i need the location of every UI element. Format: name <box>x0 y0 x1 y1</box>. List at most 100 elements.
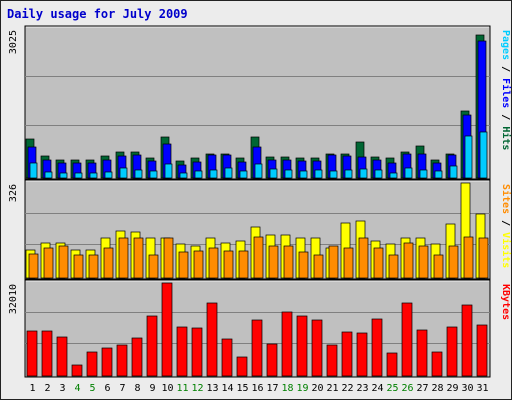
bar-sites-day-17 <box>268 245 279 279</box>
x-tick-label-day-9: 9 <box>149 383 155 394</box>
bar-kbytes-day-17 <box>266 343 278 377</box>
bar-sites-day-25 <box>388 254 399 279</box>
bar-kbytes-day-13 <box>206 302 218 377</box>
bar-pages-day-15 <box>239 170 248 179</box>
x-tick-label-day-30: 30 <box>461 383 473 394</box>
bar-pages-day-23 <box>359 168 368 179</box>
bar-kbytes-day-31 <box>476 324 488 377</box>
legend-segment: Hits <box>500 126 512 150</box>
bar-kbytes-day-4 <box>71 364 83 377</box>
bar-kbytes-day-19 <box>296 315 308 377</box>
bar-sites-day-31 <box>478 237 489 279</box>
bar-pages-day-3 <box>59 172 68 179</box>
x-tick-label-day-2: 2 <box>44 383 50 394</box>
legend-segment: Sites <box>500 184 512 214</box>
x-tick-label-day-8: 8 <box>134 383 140 394</box>
bar-pages-day-30 <box>464 135 473 179</box>
bar-kbytes-day-30 <box>461 304 473 377</box>
bar-pages-day-21 <box>329 170 338 179</box>
bar-pages-day-18 <box>284 169 293 179</box>
bar-kbytes-day-22 <box>341 331 353 377</box>
x-tick-label-day-16: 16 <box>251 383 263 394</box>
bar-sites-day-29 <box>448 245 459 279</box>
bar-sites-day-27 <box>418 245 429 279</box>
legend-label-visits: Sites / Visits <box>500 184 512 268</box>
bar-pages-day-17 <box>269 168 278 179</box>
x-tick-label-day-1: 1 <box>29 383 35 394</box>
bar-pages-day-24 <box>374 169 383 179</box>
bar-kbytes-day-5 <box>86 351 98 377</box>
bar-pages-day-6 <box>104 171 113 179</box>
bar-pages-day-10 <box>164 163 173 179</box>
x-tick-label-day-15: 15 <box>236 383 248 394</box>
x-tick-label-day-18: 18 <box>281 383 293 394</box>
bar-kbytes-day-9 <box>146 315 158 377</box>
x-tick-label-day-22: 22 <box>341 383 353 394</box>
bar-sites-day-28 <box>433 254 444 279</box>
x-tick-label-day-20: 20 <box>311 383 323 394</box>
bar-kbytes-day-14 <box>221 338 233 377</box>
bar-kbytes-day-26 <box>401 302 413 377</box>
x-tick-label-day-19: 19 <box>296 383 308 394</box>
bar-pages-day-12 <box>194 170 203 179</box>
bar-pages-day-22 <box>344 169 353 179</box>
chart-title: Daily usage for July 2009 <box>7 7 188 21</box>
bar-sites-day-9 <box>148 254 159 279</box>
bar-kbytes-day-16 <box>251 319 263 377</box>
bar-kbytes-day-21 <box>326 344 338 377</box>
x-tick-label-day-31: 31 <box>476 383 488 394</box>
legend-segment: Pages <box>500 30 511 60</box>
legend-segment: / <box>500 214 511 232</box>
bar-sites-day-18 <box>283 245 294 279</box>
bar-sites-day-20 <box>313 254 324 279</box>
bar-sites-day-4 <box>73 254 84 279</box>
bar-kbytes-day-18 <box>281 311 293 377</box>
x-tick-label-day-10: 10 <box>161 383 173 394</box>
bar-sites-day-16 <box>253 236 264 279</box>
bar-pages-day-11 <box>179 172 188 179</box>
x-tick-label-day-5: 5 <box>89 383 95 394</box>
bar-sites-day-5 <box>88 254 99 279</box>
bar-sites-day-8 <box>133 237 144 279</box>
bar-pages-day-20 <box>314 169 323 179</box>
bar-kbytes-day-10 <box>161 282 173 377</box>
bar-sites-day-24 <box>373 247 384 279</box>
x-tick-label-day-14: 14 <box>221 383 233 394</box>
x-tick-label-day-6: 6 <box>104 383 110 394</box>
x-tick-label-day-26: 26 <box>401 383 413 394</box>
legend-segment: Visits <box>500 232 512 268</box>
bar-pages-day-26 <box>404 167 413 179</box>
bar-sites-day-22 <box>343 247 354 279</box>
bar-kbytes-day-7 <box>116 344 128 377</box>
bar-sites-day-7 <box>118 237 129 279</box>
bar-kbytes-day-12 <box>191 327 203 377</box>
bar-pages-day-7 <box>119 167 128 179</box>
bar-kbytes-day-11 <box>176 326 188 377</box>
bar-sites-day-12 <box>193 250 204 279</box>
bar-pages-day-9 <box>149 170 158 179</box>
legend-label-hits: Pages / Files / Hits <box>500 30 512 150</box>
bar-kbytes-day-20 <box>311 319 323 377</box>
bar-sites-day-11 <box>178 251 189 279</box>
bar-pages-day-5 <box>89 172 98 179</box>
x-tick-label-day-12: 12 <box>191 383 203 394</box>
x-tick-label-day-21: 21 <box>326 383 338 394</box>
bar-sites-day-23 <box>358 237 369 279</box>
bar-kbytes-day-25 <box>386 352 398 377</box>
bar-sites-day-10 <box>163 237 174 279</box>
bar-kbytes-day-1 <box>26 330 38 377</box>
bar-pages-day-1 <box>29 162 38 179</box>
bar-pages-day-2 <box>44 171 53 179</box>
bar-sites-day-13 <box>208 247 219 279</box>
axis-max-label-kbytes: 32010 <box>8 284 19 314</box>
bar-kbytes-day-23 <box>356 332 368 377</box>
legend-segment: / <box>500 60 511 78</box>
bar-pages-day-27 <box>419 169 428 179</box>
bar-pages-day-29 <box>449 165 458 179</box>
panel-kbytes: 32010 KBytes <box>8 279 511 378</box>
bar-sites-day-19 <box>298 251 309 279</box>
bar-pages-day-25 <box>389 172 398 179</box>
legend-segment: KBytes <box>500 284 511 320</box>
x-tick-label-day-24: 24 <box>371 383 383 394</box>
